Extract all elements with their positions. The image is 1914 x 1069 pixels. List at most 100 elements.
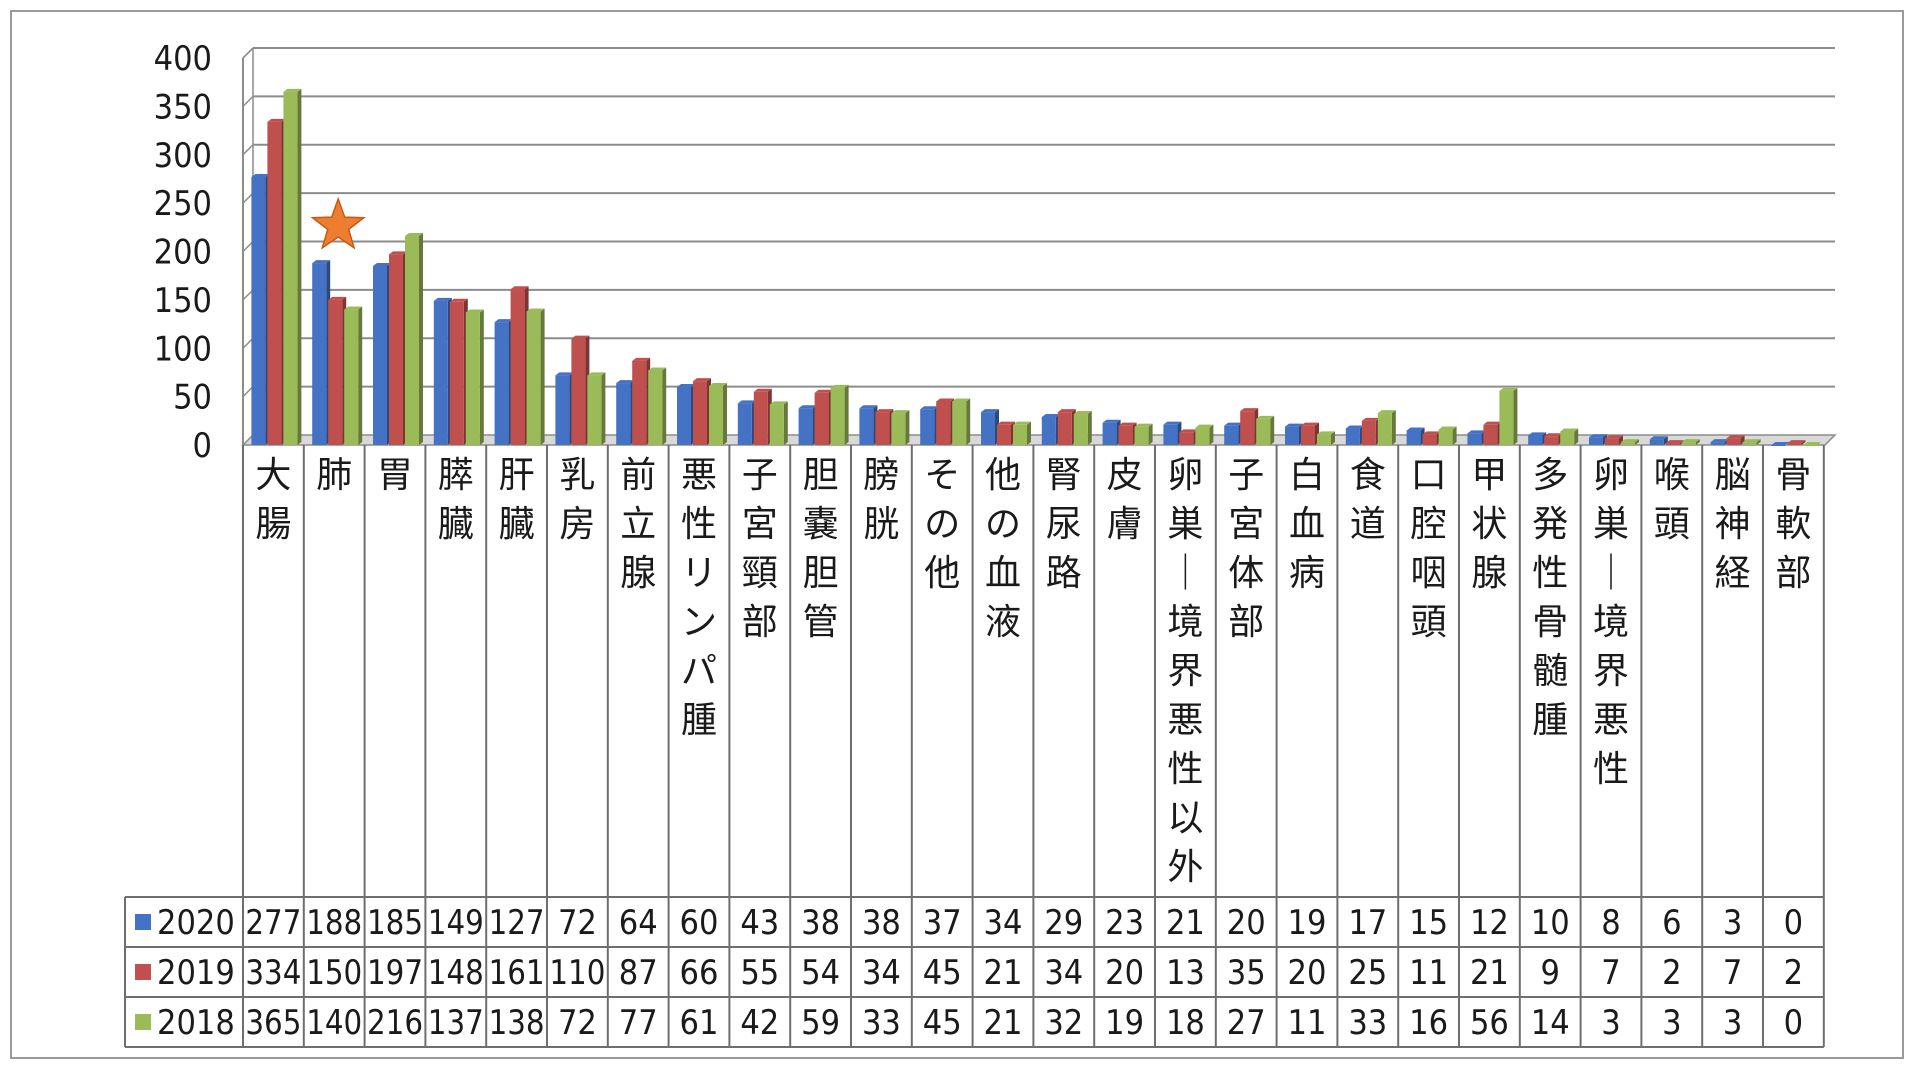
bar-top-2020 bbox=[373, 263, 391, 267]
gridline-diag bbox=[242, 144, 254, 156]
category-label: 乳房 bbox=[559, 455, 595, 545]
bar-top-2018 bbox=[1134, 423, 1153, 427]
bar-top-2019 bbox=[1057, 409, 1076, 413]
y-tick-label: 300 bbox=[154, 136, 212, 176]
bar-top-2018 bbox=[344, 306, 363, 310]
category-label: 皮膚 bbox=[1107, 455, 1143, 545]
category-label: 膀胱 bbox=[863, 455, 899, 545]
bar-top-2019 bbox=[328, 296, 347, 300]
bar-2018 bbox=[526, 311, 541, 445]
category-label: 胆嚢胆管 bbox=[803, 455, 839, 643]
bar-2018 bbox=[952, 401, 967, 445]
bar-2020 bbox=[1467, 433, 1482, 445]
bar-2019 bbox=[1726, 438, 1741, 445]
bar-2019 bbox=[328, 299, 343, 445]
bar-side-2018 bbox=[1087, 411, 1092, 445]
data-label: 19 bbox=[1105, 1003, 1144, 1043]
bar-top-2018 bbox=[405, 233, 423, 237]
bar-2019 bbox=[936, 401, 951, 445]
y-tick-label: 150 bbox=[154, 281, 212, 321]
legend-key-2018 bbox=[135, 1014, 151, 1030]
bar-2018 bbox=[1560, 431, 1575, 445]
category-label: 白血病 bbox=[1289, 455, 1325, 594]
gridline-diag bbox=[242, 289, 254, 301]
bar-top-2018 bbox=[952, 398, 971, 402]
bar-2018 bbox=[1742, 442, 1757, 445]
bar-2019 bbox=[632, 360, 647, 445]
bar-top-2018 bbox=[709, 382, 727, 386]
bar-2019 bbox=[997, 424, 1011, 445]
bar-2018 bbox=[1438, 429, 1453, 445]
y-tick-label: 350 bbox=[154, 87, 212, 127]
data-label: 17 bbox=[1348, 903, 1387, 943]
category-label: 膵臓 bbox=[438, 455, 474, 545]
bar-side-2019 bbox=[1801, 440, 1806, 445]
data-label: 72 bbox=[558, 1003, 597, 1043]
annotations bbox=[310, 196, 367, 250]
bar-top-2020 bbox=[1285, 423, 1303, 427]
bar-2019 bbox=[449, 301, 464, 445]
legend-label-2018: 2018 bbox=[157, 1003, 235, 1043]
bar-top-2020 bbox=[251, 174, 270, 178]
bar-2018 bbox=[1317, 434, 1331, 445]
data-label: 161 bbox=[489, 953, 545, 993]
bar-top-2018 bbox=[1013, 421, 1031, 425]
data-label: 110 bbox=[549, 953, 605, 993]
data-label: 54 bbox=[801, 953, 840, 993]
data-label: 0 bbox=[1784, 903, 1803, 943]
bar-top-2020 bbox=[1589, 434, 1607, 438]
data-label: 8 bbox=[1601, 903, 1620, 943]
gridline-diag bbox=[242, 240, 254, 253]
bar-2019 bbox=[1665, 443, 1680, 445]
bar-top-2019 bbox=[1240, 408, 1259, 412]
data-label: 11 bbox=[1409, 953, 1448, 993]
bar-side-2018 bbox=[1270, 415, 1275, 445]
gridline-diag bbox=[242, 192, 254, 204]
bar-top-2019 bbox=[1179, 429, 1198, 433]
legend-key-2020 bbox=[135, 914, 151, 930]
data-label: 38 bbox=[862, 903, 901, 943]
bar-top-2018 bbox=[1499, 387, 1518, 391]
data-label: 16 bbox=[1409, 1003, 1448, 1043]
data-label: 21 bbox=[1166, 903, 1205, 943]
data-label: 149 bbox=[428, 903, 484, 943]
bar-top-2020 bbox=[1345, 425, 1364, 429]
bar-2019 bbox=[510, 289, 525, 445]
bar-top-2018 bbox=[587, 372, 606, 376]
bar-2018 bbox=[344, 309, 359, 445]
data-label: 45 bbox=[923, 1003, 962, 1043]
data-label: 25 bbox=[1348, 953, 1387, 993]
bar-2019 bbox=[693, 381, 707, 445]
bar-2018 bbox=[1256, 418, 1271, 445]
bar-2018 bbox=[709, 385, 723, 445]
bar-top-2020 bbox=[1467, 430, 1486, 434]
bar-2020 bbox=[251, 177, 266, 445]
bar-top-2020 bbox=[555, 372, 574, 376]
category-label: 大腸 bbox=[255, 455, 291, 545]
data-label: 197 bbox=[367, 953, 423, 993]
data-label: 37 bbox=[923, 903, 962, 943]
data-label: 19 bbox=[1288, 903, 1327, 943]
bar-2020 bbox=[798, 408, 813, 445]
bar-side-2018 bbox=[783, 401, 788, 445]
bar-2019 bbox=[571, 338, 586, 445]
bar-top-2020 bbox=[1102, 419, 1121, 423]
legend-key-2019 bbox=[135, 964, 151, 980]
bar-top-2019 bbox=[1665, 440, 1684, 444]
category-label: 卵巣｜境界悪性以外 bbox=[1167, 455, 1203, 888]
data-label: 55 bbox=[740, 953, 779, 993]
bar-top-2019 bbox=[571, 335, 590, 339]
bar-side-2018 bbox=[723, 382, 727, 445]
bar-2020 bbox=[433, 300, 448, 445]
bar-2018 bbox=[465, 312, 480, 445]
data-label: 216 bbox=[367, 1003, 423, 1043]
bar-top-2018 bbox=[1317, 431, 1335, 435]
bar-2020 bbox=[312, 263, 327, 445]
bar-top-2020 bbox=[920, 406, 939, 410]
bar-side-2018 bbox=[1391, 410, 1396, 445]
category-label: 子宮体部 bbox=[1228, 455, 1264, 643]
bar-top-2020 bbox=[1649, 436, 1668, 440]
data-label: 3 bbox=[1723, 1003, 1742, 1043]
y-axis-ticks: 400 350 300 250 200 150 100 50 0 bbox=[154, 39, 212, 466]
bar-2018 bbox=[283, 91, 298, 446]
